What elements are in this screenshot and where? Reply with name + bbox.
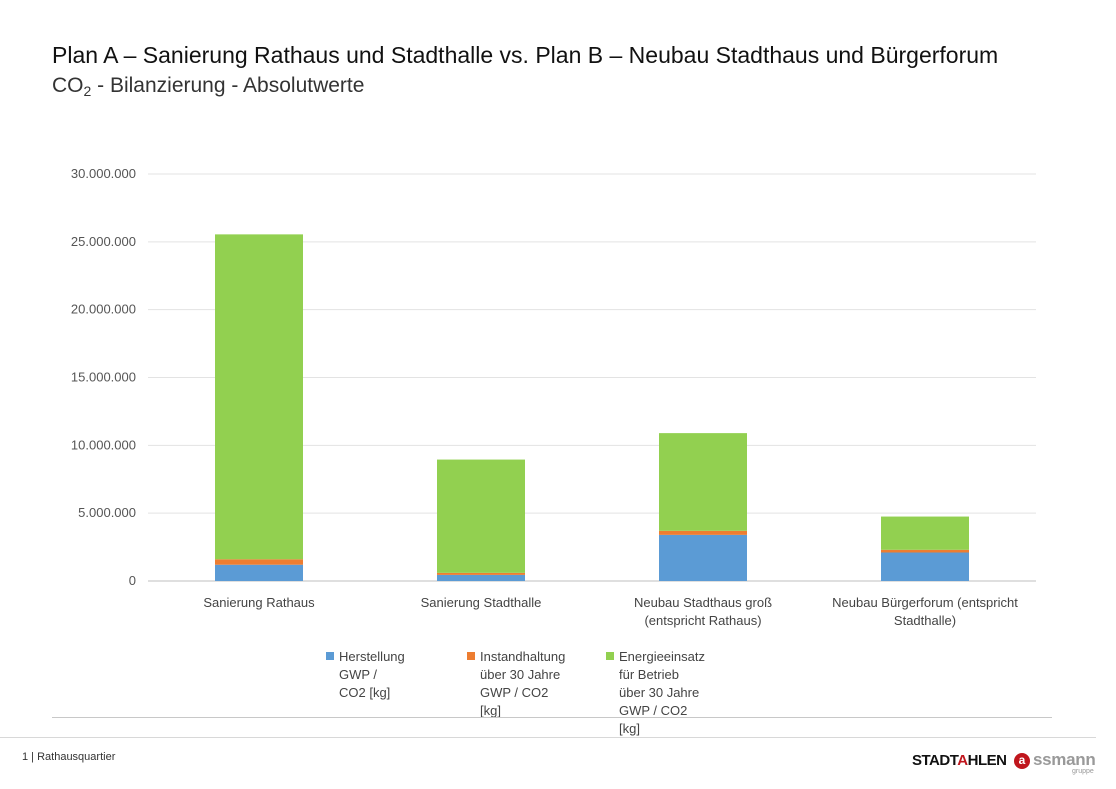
legend-swatch xyxy=(326,652,334,660)
bar-segment xyxy=(437,574,525,581)
x-tick-label-line: Sanierung Stadthalle xyxy=(421,595,542,610)
y-tick-label: 15.000.000 xyxy=(71,370,136,385)
legend-label: Energieeinsatz für Betrieb über 30 Jahre… xyxy=(619,649,705,736)
bar-segment xyxy=(437,459,525,573)
bar-segment xyxy=(659,530,747,535)
legend-swatch xyxy=(606,652,614,660)
x-tick-label-line: Neubau Bürgerforum (entspricht xyxy=(832,595,1018,610)
stadtahlen-logo-accent: A xyxy=(957,752,968,769)
legend-label: Herstellung GWP / CO2 [kg] xyxy=(339,649,405,700)
x-tick-label: Neubau Bürgerforum (entspricht Stadthalle… xyxy=(832,595,1018,628)
legend-swatch xyxy=(467,652,475,660)
y-tick-label: 20.000.000 xyxy=(71,302,136,317)
footer-page-label: 1 | Rathausquartier xyxy=(22,751,116,763)
x-tick-label: Sanierung Rathaus xyxy=(203,595,315,610)
y-tick-label: 25.000.000 xyxy=(71,234,136,249)
stacked-bar-chart: 0 5.000.000 10.000.000 15.000.000 20.000.000… xyxy=(71,166,1036,628)
content-divider xyxy=(52,717,1052,718)
assmann-logo-mark: a xyxy=(1014,753,1030,769)
page-title: Plan A – Sanierung Rathaus und Stadthall… xyxy=(52,42,999,68)
bar-segment xyxy=(881,552,969,581)
page-subtitle: CO2 - Bilanzierung - Absolutwerte xyxy=(52,74,364,99)
y-tick-label: 10.000.000 xyxy=(71,437,136,452)
assmann-logo-sub: gruppe xyxy=(1072,768,1094,775)
footer-divider xyxy=(0,737,1096,738)
stadtahlen-logo: STADTAHLEN xyxy=(912,752,1007,769)
subtitle-subscript: 2 xyxy=(83,83,92,99)
x-tick-label-line: (entspricht Rathaus) xyxy=(644,613,761,628)
x-tick-label-line: Neubau Stadthaus groß xyxy=(634,595,772,610)
x-tick-label-line: Stadthalle) xyxy=(894,613,956,628)
assmann-logo: a ssmann gruppe xyxy=(1014,748,1096,780)
legend-label: Instandhaltung über 30 Jahre GWP / CO2 [… xyxy=(480,649,566,718)
x-tick-label: Sanierung Stadthalle xyxy=(421,595,542,610)
subtitle-prefix: CO xyxy=(52,74,84,97)
subtitle-suffix: - Bilanzierung - Absolutwerte xyxy=(91,74,365,97)
y-tick-label: 30.000.000 xyxy=(71,166,136,181)
bar-segment xyxy=(215,559,303,565)
bar-segment xyxy=(659,433,747,531)
x-tick-label-line: Sanierung Rathaus xyxy=(203,595,315,610)
stadtahlen-logo-part2: HLEN xyxy=(967,752,1007,769)
y-tick-label: 0 xyxy=(129,573,136,588)
bar-segment xyxy=(881,516,969,550)
bar-segment xyxy=(215,564,303,581)
stadtahlen-logo-part1: STADT xyxy=(912,752,958,769)
x-tick-label: Neubau Stadthaus groß (entspricht Rathaus… xyxy=(634,595,772,628)
bar-segment xyxy=(215,234,303,560)
y-tick-label: 5.000.000 xyxy=(78,505,136,520)
bar-segment xyxy=(881,549,969,553)
assmann-logo-word: ssmann xyxy=(1033,750,1096,769)
bar-segment xyxy=(659,534,747,581)
bar-segment xyxy=(437,572,525,575)
